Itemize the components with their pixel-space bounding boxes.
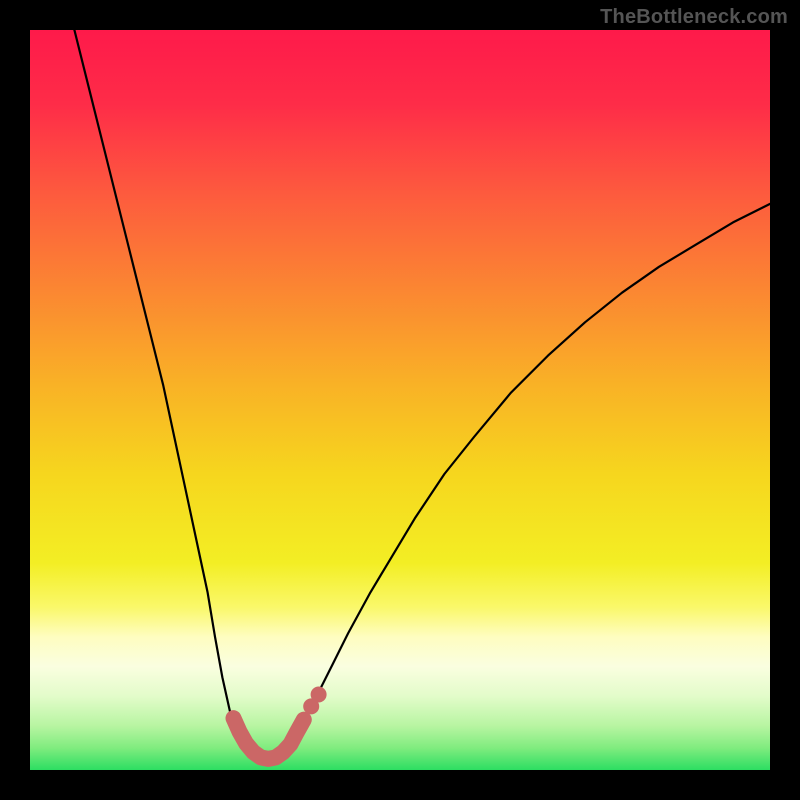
plot-area [30,30,770,770]
chart-svg [30,30,770,770]
watermark-label: TheBottleneck.com [600,6,788,29]
chart-frame: TheBottleneck.com [0,0,800,800]
gradient-background [30,30,770,770]
highlight-dot [311,687,327,703]
